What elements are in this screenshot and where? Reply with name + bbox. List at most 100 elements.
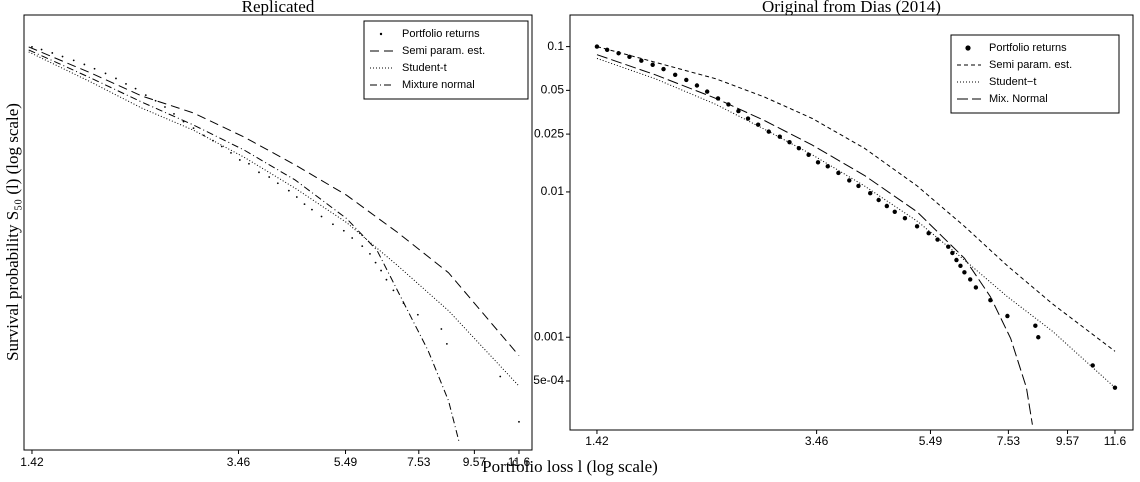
data-point bbox=[144, 94, 147, 96]
series-line bbox=[596, 54, 1033, 425]
data-point bbox=[416, 313, 419, 316]
data-point bbox=[518, 420, 520, 423]
data-point bbox=[745, 116, 751, 121]
series-line bbox=[28, 49, 460, 441]
data-point bbox=[884, 203, 890, 209]
series-line bbox=[596, 57, 1116, 388]
legend-label: Student-t bbox=[402, 62, 447, 74]
data-point bbox=[594, 44, 600, 49]
data-point bbox=[104, 72, 107, 75]
series-line bbox=[28, 51, 520, 387]
data-point bbox=[973, 285, 979, 290]
x-tick-label: 11.6 bbox=[1104, 434, 1127, 448]
data-point bbox=[926, 230, 931, 236]
data-point bbox=[192, 127, 195, 130]
data-point bbox=[902, 215, 908, 221]
data-point bbox=[173, 112, 175, 115]
data-point bbox=[1033, 323, 1038, 328]
data-point bbox=[40, 48, 43, 51]
data-point bbox=[276, 182, 279, 185]
chart-title: Original from Dias (2014) bbox=[762, 0, 941, 16]
data-point bbox=[958, 263, 963, 269]
data-point bbox=[303, 203, 306, 206]
data-point bbox=[694, 83, 700, 88]
data-point bbox=[374, 261, 377, 264]
data-point bbox=[258, 171, 260, 174]
legend-label: Student−t bbox=[989, 76, 1036, 88]
data-point bbox=[1036, 335, 1041, 340]
data-point bbox=[268, 176, 271, 178]
data-point bbox=[661, 66, 666, 72]
x-tick-label: 1.42 bbox=[585, 434, 609, 448]
data-point bbox=[72, 59, 75, 62]
data-point bbox=[968, 277, 973, 282]
legend-box bbox=[363, 20, 529, 100]
data-point bbox=[836, 170, 841, 176]
data-point bbox=[342, 229, 345, 232]
data-point bbox=[847, 178, 852, 183]
data-point bbox=[755, 122, 761, 127]
data-point bbox=[61, 55, 64, 58]
x-tick-label: 3.46 bbox=[227, 455, 251, 469]
data-point bbox=[684, 77, 689, 83]
legend-label: Portfolio returns bbox=[402, 28, 480, 40]
data-point bbox=[914, 224, 920, 229]
y-tick-label: 0.1 bbox=[547, 39, 564, 53]
x-tick-label: 11.6 bbox=[508, 455, 531, 469]
legend-marker bbox=[379, 32, 383, 36]
data-point bbox=[650, 62, 655, 67]
data-point bbox=[295, 196, 298, 198]
series-line bbox=[596, 46, 1116, 352]
legend-label: Portfolio returns bbox=[989, 42, 1067, 54]
plot-area bbox=[28, 46, 520, 441]
data-point bbox=[1112, 385, 1118, 390]
data-point bbox=[83, 63, 86, 66]
data-point bbox=[856, 183, 861, 189]
plot-frame bbox=[569, 14, 1134, 431]
data-point bbox=[806, 152, 811, 158]
data-point bbox=[950, 250, 955, 256]
y-tick-label: 0.01 bbox=[541, 184, 565, 198]
x-tick-label: 9.57 bbox=[1056, 434, 1080, 448]
data-point bbox=[385, 278, 388, 281]
data-point bbox=[736, 108, 741, 114]
data-point bbox=[115, 77, 117, 80]
data-point bbox=[954, 257, 959, 263]
data-point bbox=[31, 46, 33, 48]
data-point bbox=[499, 375, 502, 378]
plot-area bbox=[594, 44, 1118, 425]
plot-frame bbox=[23, 14, 533, 451]
data-point bbox=[892, 209, 897, 214]
x-tick-label: 7.53 bbox=[997, 434, 1021, 448]
data-point bbox=[361, 245, 364, 248]
data-point bbox=[815, 160, 821, 165]
data-point bbox=[220, 145, 223, 148]
y-tick-label: 5e-04 bbox=[533, 373, 564, 387]
data-point bbox=[248, 162, 250, 165]
data-point bbox=[369, 252, 371, 255]
data-point bbox=[320, 215, 323, 218]
data-point bbox=[230, 151, 232, 154]
data-point bbox=[311, 208, 313, 211]
x-tick-label: 5.49 bbox=[919, 434, 943, 448]
data-point bbox=[1005, 313, 1010, 319]
x-tick-label: 9.57 bbox=[463, 455, 487, 469]
data-point bbox=[93, 67, 96, 70]
data-point bbox=[445, 343, 448, 345]
legend-label: Mix. Normal bbox=[989, 93, 1048, 105]
x-tick-label: 3.46 bbox=[805, 434, 829, 448]
legend-label: Semi param. est. bbox=[402, 45, 485, 57]
data-point bbox=[766, 129, 771, 134]
data-point bbox=[154, 99, 157, 102]
legend-marker bbox=[965, 45, 971, 51]
data-point bbox=[125, 83, 127, 85]
data-point bbox=[672, 72, 678, 77]
data-point bbox=[1090, 363, 1095, 368]
x-tick-label: 1.42 bbox=[20, 455, 44, 469]
data-point bbox=[164, 106, 166, 108]
data-point bbox=[876, 197, 881, 203]
data-point bbox=[238, 159, 241, 161]
chart-title: Replicated bbox=[242, 0, 315, 16]
x-tick-label: 5.49 bbox=[334, 455, 358, 469]
